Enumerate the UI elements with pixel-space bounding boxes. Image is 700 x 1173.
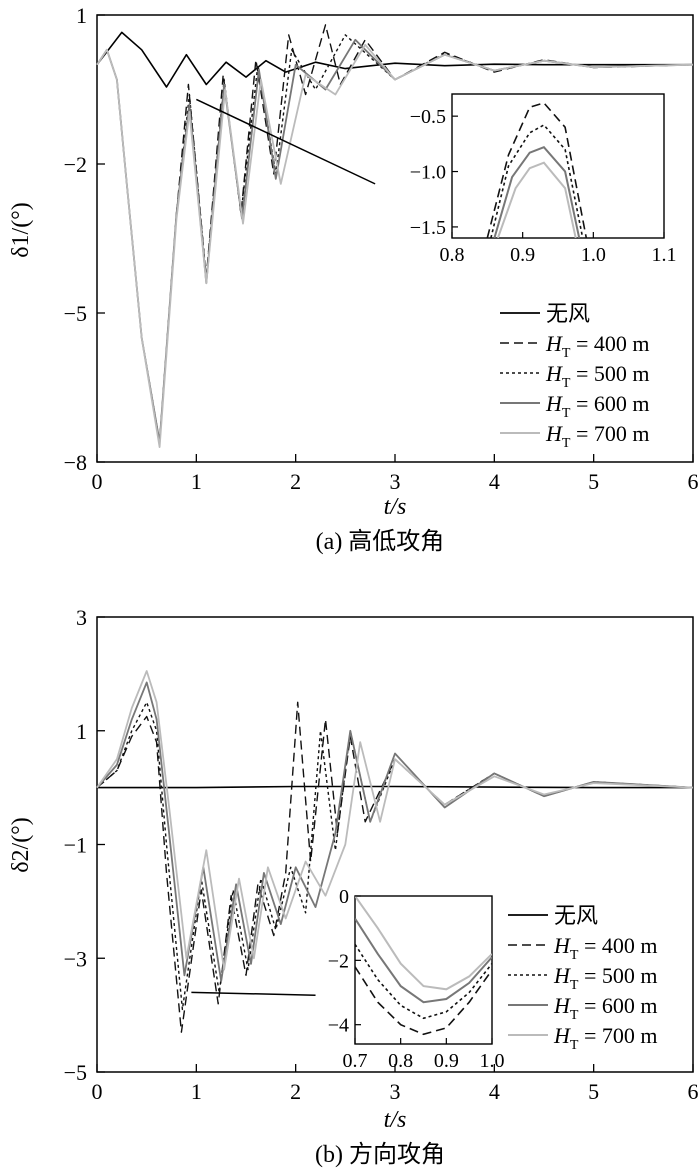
- inset-plot: 0.8 0.9 1.0 1.1 −0.5 −1.0 −1.5: [410, 93, 677, 266]
- x-axis-label: t/s: [384, 494, 407, 520]
- zoom-pointer-line: [191, 991, 316, 996]
- x-tick-label: 0: [92, 469, 103, 494]
- y-tick-label: −2: [64, 152, 87, 177]
- legend-label-4: HT = 700 m: [545, 421, 649, 451]
- inset-series-line-1: [355, 943, 492, 1020]
- inset-plot: 0.7 0.8 0.9 1.0 0 −2 −4: [328, 886, 505, 1072]
- y-tick-label: −5: [64, 1060, 87, 1085]
- x-tick-label: 1: [191, 469, 202, 494]
- inset-x-tick-label: 0.9: [434, 1050, 459, 1072]
- inset-y-tick-label: 0: [339, 886, 349, 908]
- y-axis-label: δ2/(°): [8, 817, 34, 873]
- series-line-4: [96, 670, 694, 971]
- inset-series-line-0: [355, 966, 492, 1036]
- inset-y-tick-label: −1.5: [410, 217, 446, 239]
- inset-series-line-0: [486, 101, 588, 238]
- legend: 无风 HT = 400 mHT = 500 mHT = 600 mHT = 700…: [508, 903, 657, 1053]
- x-tick-label: 4: [489, 1079, 500, 1104]
- inset-x-tick-label: 1.0: [581, 244, 606, 266]
- legend-label-1: HT = 400 m: [553, 933, 657, 963]
- x-axis-label: t/s: [384, 1107, 407, 1133]
- caption-a: (a) 高低攻角: [316, 528, 445, 555]
- legend-label-3: HT = 600 m: [545, 391, 649, 421]
- legend-label-0: 无风: [554, 903, 598, 928]
- legend-label-4: HT = 700 m: [553, 1023, 657, 1053]
- series-line-0: [97, 785, 693, 789]
- inset-y-tick-label: −4: [328, 1015, 349, 1037]
- y-axis-label: δ1/(°): [8, 202, 34, 258]
- inset-frame: [451, 93, 665, 239]
- y-tick-label: 1: [76, 719, 87, 744]
- series-group: [96, 670, 694, 1033]
- x-tick-label: 4: [489, 469, 500, 494]
- inset-series-line-1: [490, 123, 584, 238]
- x-tick-label: 2: [290, 469, 301, 494]
- inset-x-tick-label: 0.7: [343, 1050, 368, 1072]
- inset-frame: [354, 895, 493, 1045]
- legend-label-2: HT = 500 m: [553, 963, 657, 993]
- x-tick-label: 5: [588, 469, 599, 494]
- caption-b: (b) 方向攻角: [315, 1141, 445, 1168]
- inset-x-tick-label: 0.8: [388, 1050, 413, 1072]
- y-tick-label: 3: [76, 605, 87, 630]
- inset-y-tick-label: −2: [328, 950, 349, 972]
- panel-a: 0 1 2 3 4 5 61−2−5−8 0.8 0.9 1.0 1.1−0.5−1.0−1.5 …: [8, 3, 699, 555]
- legend-label-3: HT = 600 m: [553, 993, 657, 1023]
- y-tick-label: −1: [64, 833, 87, 858]
- inset-series-line-3: [496, 161, 577, 238]
- panel-b: 0 1 2 3 4 5 6 3 1 −1 −3 −5 0.7 0.8 0.9 1.0 0 −2 −4 无风 HT =…: [8, 605, 699, 1168]
- series-line-4: [96, 43, 694, 448]
- series-line-0: [96, 31, 693, 88]
- x-tick-label: 5: [588, 1079, 599, 1104]
- x-tick-label: 3: [390, 469, 401, 494]
- legend-label-2: HT = 500 m: [545, 361, 649, 391]
- zoom-pointer-line: [196, 98, 376, 185]
- inset-x-tick-label: 0.8: [440, 244, 465, 266]
- legend-label-0: 无风: [546, 301, 590, 326]
- inset-x-tick-label: 0.9: [510, 244, 535, 266]
- x-tick-label: 0: [92, 1079, 103, 1104]
- x-tick-label: 2: [290, 1079, 301, 1104]
- legend-label-1: HT = 400 m: [545, 331, 649, 361]
- inset-series-line-2: [355, 917, 492, 1004]
- y-tick-label: −3: [64, 946, 87, 971]
- inset-y-tick-label: −1.0: [410, 162, 446, 184]
- series-line-3: [96, 681, 694, 982]
- x-tick-label: 6: [688, 1079, 699, 1104]
- x-tick-label: 6: [688, 469, 699, 494]
- inset-series-line-3: [355, 896, 492, 991]
- series-line-2: [96, 34, 694, 443]
- legend: 无风 HT = 400 mHT = 500 mHT = 600 mHT = 700…: [500, 301, 649, 451]
- y-tick-label: 1: [76, 3, 87, 28]
- inset-series-line-2: [493, 146, 581, 238]
- y-tick-label: −5: [64, 301, 87, 326]
- inset-x-tick-label: 1.1: [652, 244, 677, 266]
- inset-x-tick-label: 1.0: [480, 1050, 505, 1072]
- x-tick-label: 3: [390, 1079, 401, 1104]
- inset-y-tick-label: −0.5: [410, 106, 446, 128]
- series-group: [96, 24, 694, 448]
- x-tick-label: 1: [191, 1079, 202, 1104]
- y-tick-label: −8: [64, 450, 87, 475]
